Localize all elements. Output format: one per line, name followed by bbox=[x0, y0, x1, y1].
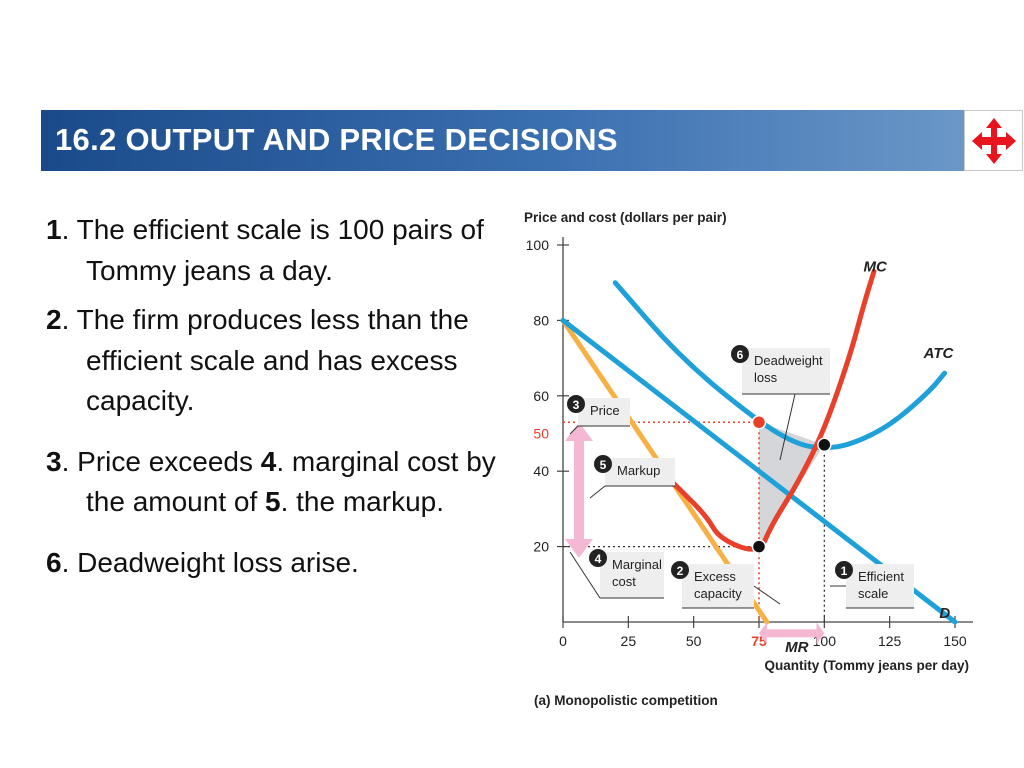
markup-arrow-shaft bbox=[574, 441, 584, 540]
bullet-3: 3. Price exceeds 4. marginal cost by the… bbox=[46, 442, 498, 523]
annotation-box bbox=[600, 552, 664, 598]
bullet-number: 6 bbox=[46, 546, 62, 578]
annotation-number-badge bbox=[671, 561, 689, 579]
annotation-text: cost bbox=[612, 574, 636, 589]
bullet-number: 4 bbox=[260, 445, 277, 477]
annotation-leader-line bbox=[779, 393, 796, 461]
annotation-number: 2 bbox=[677, 564, 684, 578]
annotation-leader-line bbox=[569, 425, 579, 435]
bullet-text: . marginal cost by the amount of bbox=[86, 445, 496, 518]
y-tick-label: 80 bbox=[533, 312, 549, 328]
series-atc-label: ATC bbox=[923, 345, 955, 362]
bullet-number: 3 bbox=[46, 445, 62, 477]
annotation-number: 3 bbox=[573, 398, 580, 412]
bullet-text: . The efficient scale is 100 pairs of To… bbox=[61, 214, 484, 286]
annotation-text: Deadweight bbox=[754, 353, 823, 368]
annotation-number-badge bbox=[589, 549, 607, 567]
series-mr-label: MR bbox=[785, 639, 808, 656]
annotation-number: 1 bbox=[841, 564, 848, 578]
y-tick-label: 40 bbox=[533, 463, 549, 479]
bullet-number: 5 bbox=[265, 486, 281, 517]
excess-capacity-arrow-shaft bbox=[766, 629, 817, 638]
bullet-text: . The firm produces less than the effici… bbox=[61, 304, 469, 416]
annotation-leader-line bbox=[753, 585, 781, 605]
annotation-number: 5 bbox=[600, 458, 607, 472]
excess-capacity-arrow-head-left bbox=[759, 622, 767, 645]
annotation-text: capacity bbox=[694, 586, 742, 601]
annotation-number: 4 bbox=[595, 552, 602, 566]
annotation-number-badge bbox=[567, 395, 585, 413]
bullet-number: 2 bbox=[46, 304, 62, 335]
data-point-marker bbox=[751, 414, 767, 430]
annotation-leader-line bbox=[589, 485, 606, 499]
y-tick-label: 60 bbox=[533, 388, 549, 404]
annotation-text: Efficient bbox=[858, 569, 904, 584]
bullet-2: 2. The firm produces less than the effic… bbox=[46, 300, 498, 422]
markup-arrow-head-up bbox=[565, 422, 593, 442]
annotation-leader-line bbox=[569, 551, 601, 599]
annotation-box bbox=[742, 348, 830, 394]
annotation-text: Marginal bbox=[612, 557, 662, 572]
annotation-number-badge bbox=[731, 345, 749, 363]
cost-curve-chart: Price and cost (dollars per pair) Quantit… bbox=[524, 210, 973, 708]
series-mc-line bbox=[654, 268, 877, 552]
markup-arrow-head-down bbox=[565, 539, 593, 558]
x-tick-label: 50 bbox=[686, 633, 702, 649]
annotation-text: Price bbox=[590, 403, 620, 418]
bullet-1: 1. The efficient scale is 100 pairs of T… bbox=[46, 210, 498, 291]
x-tick-label: 150 bbox=[943, 633, 967, 649]
chart-caption: (a) Monopolistic competition bbox=[534, 693, 718, 708]
title-bar: 16.2 OUTPUT AND PRICE DECISIONS bbox=[41, 110, 964, 171]
annotation-number-badge bbox=[835, 561, 853, 579]
bullet-text: . the markup. bbox=[280, 486, 444, 517]
four-way-arrows-icon bbox=[972, 118, 1016, 164]
nav-button[interactable] bbox=[964, 110, 1023, 171]
slide-title: 16.2 OUTPUT AND PRICE DECISIONS bbox=[55, 122, 618, 157]
annotation-text: scale bbox=[858, 586, 888, 601]
y-tick-label: 100 bbox=[526, 237, 550, 253]
bullet-text: . Price exceeds bbox=[61, 445, 261, 477]
bullet-4: 6. Deadweight loss arise. bbox=[46, 543, 498, 584]
bullet-text: . Deadweight loss arise. bbox=[61, 546, 359, 578]
annotation-box bbox=[846, 564, 914, 608]
y-tick-label-highlight: 50 bbox=[533, 426, 549, 442]
series-mc-label: MC bbox=[864, 258, 888, 275]
y-axis-label: Price and cost (dollars per pair) bbox=[524, 210, 727, 225]
data-point-marker bbox=[751, 539, 767, 554]
x-tick-label: 0 bbox=[559, 633, 567, 649]
annotation-text: loss bbox=[754, 370, 778, 385]
y-tick-label: 20 bbox=[533, 539, 549, 555]
x-axis-label: Quantity (Tommy jeans per day) bbox=[764, 658, 969, 673]
annotation-text: Excess bbox=[694, 569, 736, 584]
annotation-number: 6 bbox=[737, 348, 744, 362]
data-point-marker bbox=[817, 437, 832, 453]
annotation-text: Markup bbox=[617, 463, 660, 478]
annotation-box bbox=[605, 458, 675, 486]
excess-capacity-arrow-head-right bbox=[816, 622, 825, 645]
x-tick-label: 125 bbox=[878, 633, 902, 649]
bullet-number: 1 bbox=[46, 214, 62, 245]
annotation-number-badge bbox=[594, 455, 612, 473]
bullet-list: 1. The efficient scale is 100 pairs of T… bbox=[38, 210, 498, 583]
series-d-label: D bbox=[939, 605, 950, 622]
annotation-box bbox=[578, 398, 630, 426]
annotation-box bbox=[682, 564, 754, 608]
x-tick-label: 25 bbox=[621, 633, 637, 649]
